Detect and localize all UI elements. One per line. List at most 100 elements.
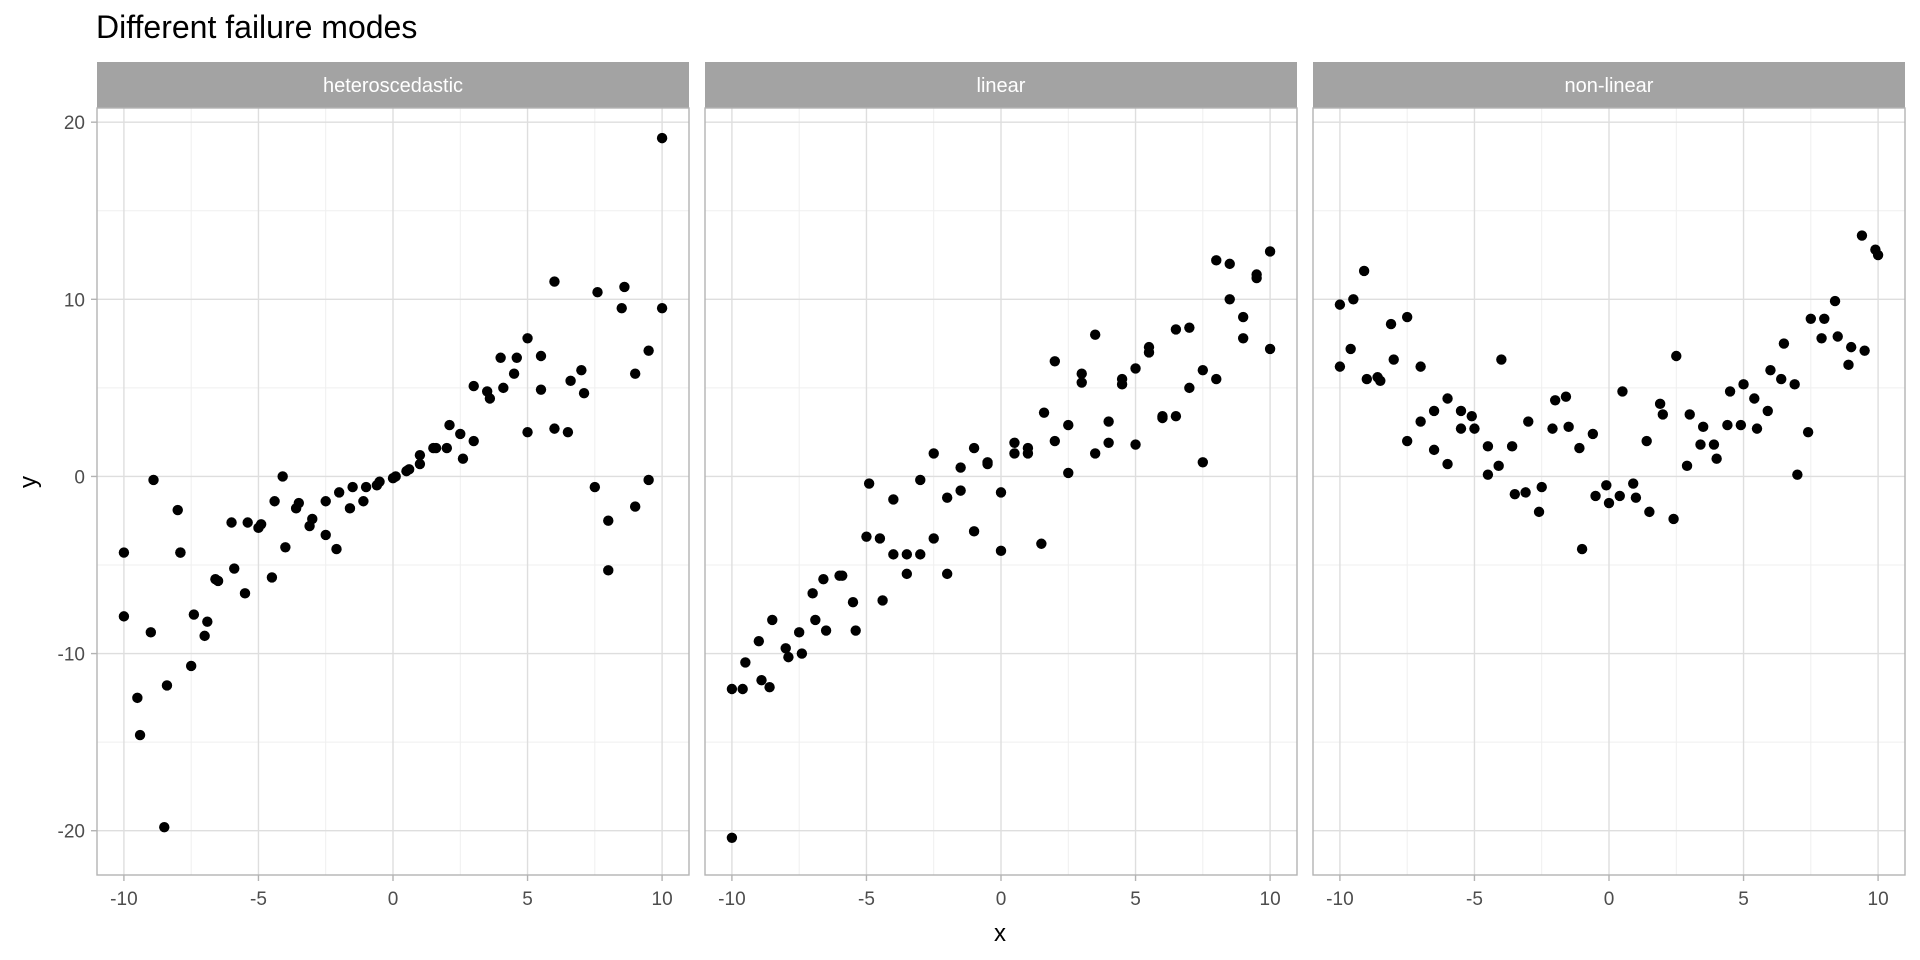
data-point (1789, 379, 1800, 390)
panel-non-linear: non-linear -10 -5 0 5 10 (1312, 62, 1906, 910)
data-point (414, 449, 426, 461)
data-point (1695, 439, 1706, 450)
data-point (578, 387, 590, 399)
data-point (255, 519, 267, 530)
data-point (1038, 407, 1050, 418)
data-point (820, 625, 832, 636)
data-point (1089, 329, 1101, 340)
data-point (1184, 322, 1195, 333)
data-point (1415, 361, 1426, 372)
data-point (850, 625, 861, 636)
data-point (1385, 318, 1397, 330)
data-point (1442, 458, 1453, 470)
data-point (242, 517, 253, 528)
data-point (403, 464, 415, 475)
data-point (269, 496, 280, 507)
data-point (764, 682, 775, 693)
data-point (1455, 423, 1467, 434)
data-point (1802, 426, 1814, 438)
x-axis-title: x (994, 920, 1006, 947)
data-point (1428, 405, 1440, 417)
data-point (589, 481, 601, 493)
data-point (1765, 364, 1776, 376)
data-point (1576, 543, 1588, 555)
data-point (1063, 419, 1074, 431)
data-point (320, 496, 331, 507)
data-point (175, 547, 186, 558)
data-point (1533, 506, 1545, 518)
data-point (535, 384, 547, 395)
x-tick-label: 5 (1738, 889, 1749, 910)
data-point (457, 453, 469, 464)
data-point (1654, 398, 1666, 410)
data-point (565, 375, 576, 386)
data-point (185, 660, 197, 672)
data-point (1749, 393, 1760, 404)
data-point (756, 674, 767, 686)
data-point (455, 428, 466, 440)
data-point (968, 442, 980, 454)
data-point (1334, 361, 1346, 372)
data-point (592, 287, 603, 298)
data-point (810, 614, 821, 626)
data-point (1375, 375, 1386, 386)
data-point (511, 352, 522, 363)
strip-non-linear (1313, 62, 1905, 108)
data-point (360, 481, 372, 493)
y-tick-label: 0 (74, 467, 85, 488)
data-point (1211, 373, 1222, 385)
data-point (1872, 249, 1884, 261)
data-point (1103, 437, 1114, 448)
data-point (643, 345, 654, 356)
data-point (1630, 492, 1642, 503)
data-point (1170, 324, 1182, 335)
data-point (498, 382, 509, 394)
data-point (753, 635, 765, 647)
data-point (1614, 490, 1625, 502)
data-point (915, 474, 926, 486)
data-point (874, 533, 886, 544)
data-point (1563, 421, 1574, 433)
data-point (430, 442, 442, 454)
data-point (1076, 368, 1087, 379)
data-point (1036, 538, 1047, 549)
chart-title: Different failure modes (96, 9, 417, 45)
data-point (1816, 333, 1827, 344)
data-point (331, 543, 342, 555)
data-point (995, 487, 1007, 498)
data-point (955, 462, 966, 473)
x-tick-label: 5 (522, 889, 533, 910)
data-point (1237, 333, 1249, 344)
data-point (1197, 457, 1209, 468)
data-point (1601, 480, 1612, 491)
x-tick-label: -10 (1326, 889, 1353, 910)
data-point (444, 419, 455, 431)
data-point (1738, 379, 1749, 390)
data-point (266, 572, 278, 583)
data-point (941, 568, 953, 580)
data-point (1063, 467, 1074, 479)
data-point (1224, 294, 1235, 305)
data-point (901, 568, 913, 580)
data-point (783, 651, 794, 663)
data-point (1832, 331, 1843, 342)
data-point (390, 471, 401, 482)
data-point (1762, 405, 1773, 417)
data-point (737, 683, 748, 695)
data-point (1496, 354, 1507, 365)
data-point (1130, 363, 1141, 374)
strip-label: non-linear (1565, 75, 1654, 97)
data-point (468, 380, 479, 392)
data-point (1778, 338, 1790, 349)
data-point (1657, 409, 1669, 420)
data-point (1549, 395, 1561, 406)
data-point (1415, 416, 1426, 427)
data-point (1388, 354, 1399, 365)
data-point (888, 494, 899, 505)
data-point (576, 364, 587, 376)
data-point (1819, 313, 1830, 324)
y-axis-title: y (15, 476, 42, 488)
data-point (629, 501, 641, 512)
data-point (172, 504, 183, 516)
data-point (118, 611, 130, 622)
